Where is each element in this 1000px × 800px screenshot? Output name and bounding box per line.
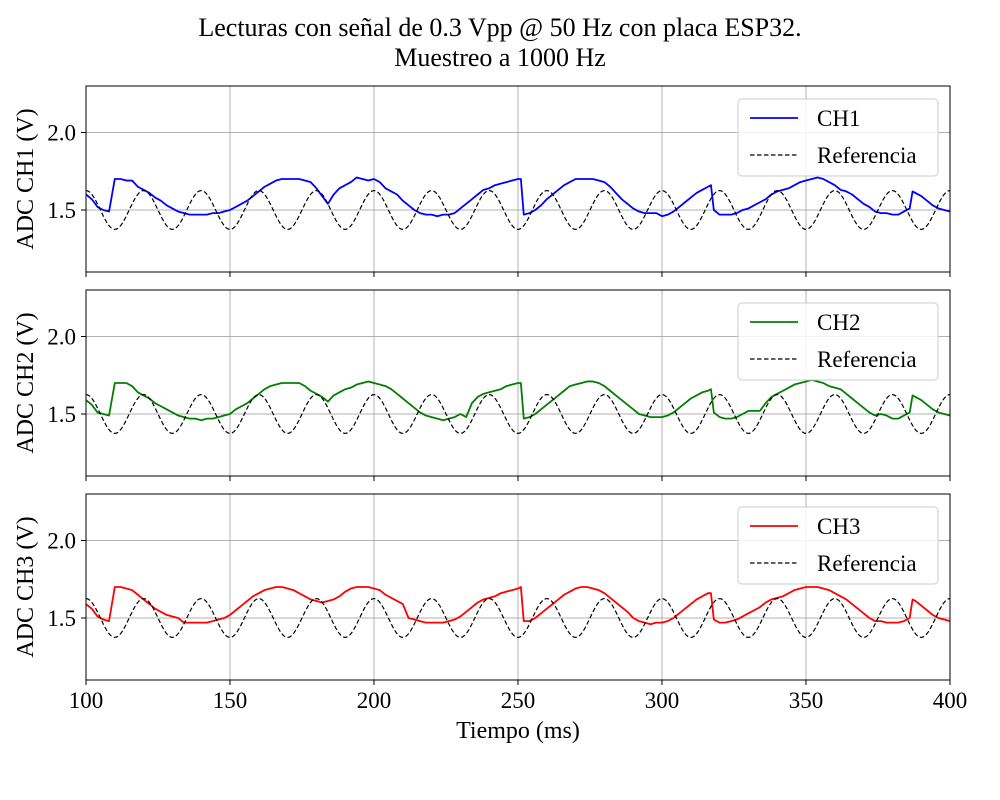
panel-ch3-xtick-label-400: 400	[933, 688, 968, 713]
panel-ch3-xtick-label-250: 250	[501, 688, 536, 713]
panel-ch3-legend: CH3 Referencia	[737, 506, 939, 585]
panel-ch3-xtick-label-350: 350	[789, 688, 824, 713]
panel-ch2-ytick-label-1.5: 1.5	[47, 402, 76, 427]
panel-ch3-ylabel: ADC CH3 (V)	[13, 516, 39, 657]
panel-ch3-xtick-label-200: 200	[357, 688, 392, 713]
panel-ch1-ticks: 2.0 1.5	[47, 121, 951, 277]
panel-ch3-series-ch3	[86, 586, 950, 626]
panel-ch2-series-referencia	[86, 394, 950, 434]
panel-ch2: 2.0 1.5 ADC CH2 (V) CH2 Referencia	[13, 289, 951, 481]
panel-ch2-series-ch2	[86, 378, 950, 422]
panel-ch3-series-referencia	[86, 598, 950, 638]
panel-ch3-xtick-label-300: 300	[645, 688, 680, 713]
panel-ch2-legend-label-referencia: Referencia	[817, 347, 917, 372]
panel-ch3-xlabel: Tiempo (ms)	[456, 718, 580, 744]
panel-ch1-series-referencia	[86, 190, 950, 230]
panel-ch1-series-ch1	[86, 176, 950, 218]
panel-ch3-xtick-label-100: 100	[69, 688, 104, 713]
panel-ch2-ytick-label-2.0: 2.0	[47, 325, 76, 350]
panel-ch3-ytick-label-1.5: 1.5	[47, 606, 76, 631]
panel-ch3-series	[86, 586, 950, 638]
panel-ch1-ytick-label-2.0: 2.0	[47, 121, 76, 146]
panel-ch3-ticks: 2.0 1.5 100 150 200 250 300 350 400	[47, 529, 967, 714]
panel-ch2-series	[86, 378, 950, 434]
panel-ch3-ytick-label-2.0: 2.0	[47, 529, 76, 554]
panel-ch1-legend: CH1 Referencia	[737, 98, 939, 177]
panel-ch3-legend-label-ch3: CH3	[817, 514, 860, 539]
panel-ch1-series	[86, 176, 950, 230]
panel-ch1-legend-label-referencia: Referencia	[817, 143, 917, 168]
panel-ch3-xtick-label-150: 150	[213, 688, 248, 713]
panel-ch1: 2.0 1.5 ADC CH1 (V) CH1 Referencia	[13, 85, 951, 277]
panel-ch2-ylabel: ADC CH2 (V)	[13, 312, 39, 453]
panel-ch3-legend-label-referencia: Referencia	[817, 551, 917, 576]
figure-title-line-2: Muestreo a 1000 Hz	[394, 43, 606, 72]
panel-ch2-legend-label-ch2: CH2	[817, 310, 860, 335]
panel-ch2-ticks: 2.0 1.5	[47, 325, 951, 481]
panel-ch2-legend: CH2 Referencia	[737, 302, 939, 381]
panel-ch1-ytick-label-1.5: 1.5	[47, 198, 76, 223]
panel-ch1-ylabel: ADC CH1 (V)	[13, 108, 39, 249]
panel-ch1-legend-label-ch1: CH1	[817, 106, 860, 131]
figure-title-line-1: Lecturas con señal de 0.3 Vpp @ 50 Hz co…	[198, 13, 801, 42]
